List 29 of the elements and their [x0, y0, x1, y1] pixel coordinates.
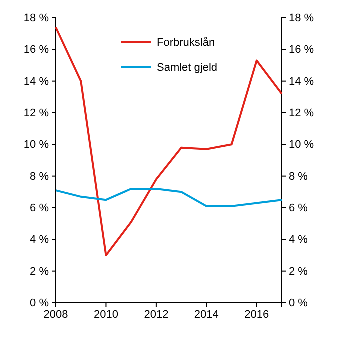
- y2-tick-label: 16 %: [289, 44, 314, 56]
- y-tick-label: 2 %: [30, 266, 50, 278]
- line-series: [55, 188, 283, 208]
- y2-tick-label: 8 %: [289, 170, 308, 183]
- y-tick-label: 8 %: [30, 170, 50, 183]
- x-tick-label: 2012: [144, 308, 169, 321]
- y2-tick-label: 10 %: [289, 139, 314, 152]
- y-tick-label: 10 %: [24, 139, 50, 152]
- y-tick-label: 6 %: [30, 202, 50, 215]
- y2-tick-label: 6 %: [289, 202, 308, 215]
- x-tick-label: 2016: [244, 308, 270, 321]
- x-tick-label: 2014: [194, 308, 219, 321]
- y-tick-label: 18 %: [24, 12, 50, 25]
- y-tick-label: 14 %: [24, 76, 50, 88]
- y2-tick-label: 4 %: [289, 234, 308, 246]
- y2-tick-label: 18 %: [289, 12, 314, 25]
- y2-tick-label: 12 %: [289, 108, 314, 120]
- y-tick-label: 4 %: [30, 234, 50, 246]
- y-tick-label: 0 %: [30, 298, 50, 310]
- x-tick-label: 2010: [94, 308, 118, 321]
- y2-tick-label: 14 %: [289, 76, 314, 88]
- x-tick-label: 2008: [44, 308, 68, 321]
- y-tick-label: 12 %: [24, 108, 50, 120]
- line-series: [55, 26, 283, 256]
- legend-label: Samlet gjeld: [157, 62, 218, 74]
- legend-label: Forbrukslån: [157, 37, 216, 49]
- y2-tick-label: 0 %: [289, 298, 308, 310]
- y-tick-label: 16 %: [24, 44, 50, 56]
- y2-tick-label: 2 %: [289, 266, 308, 278]
